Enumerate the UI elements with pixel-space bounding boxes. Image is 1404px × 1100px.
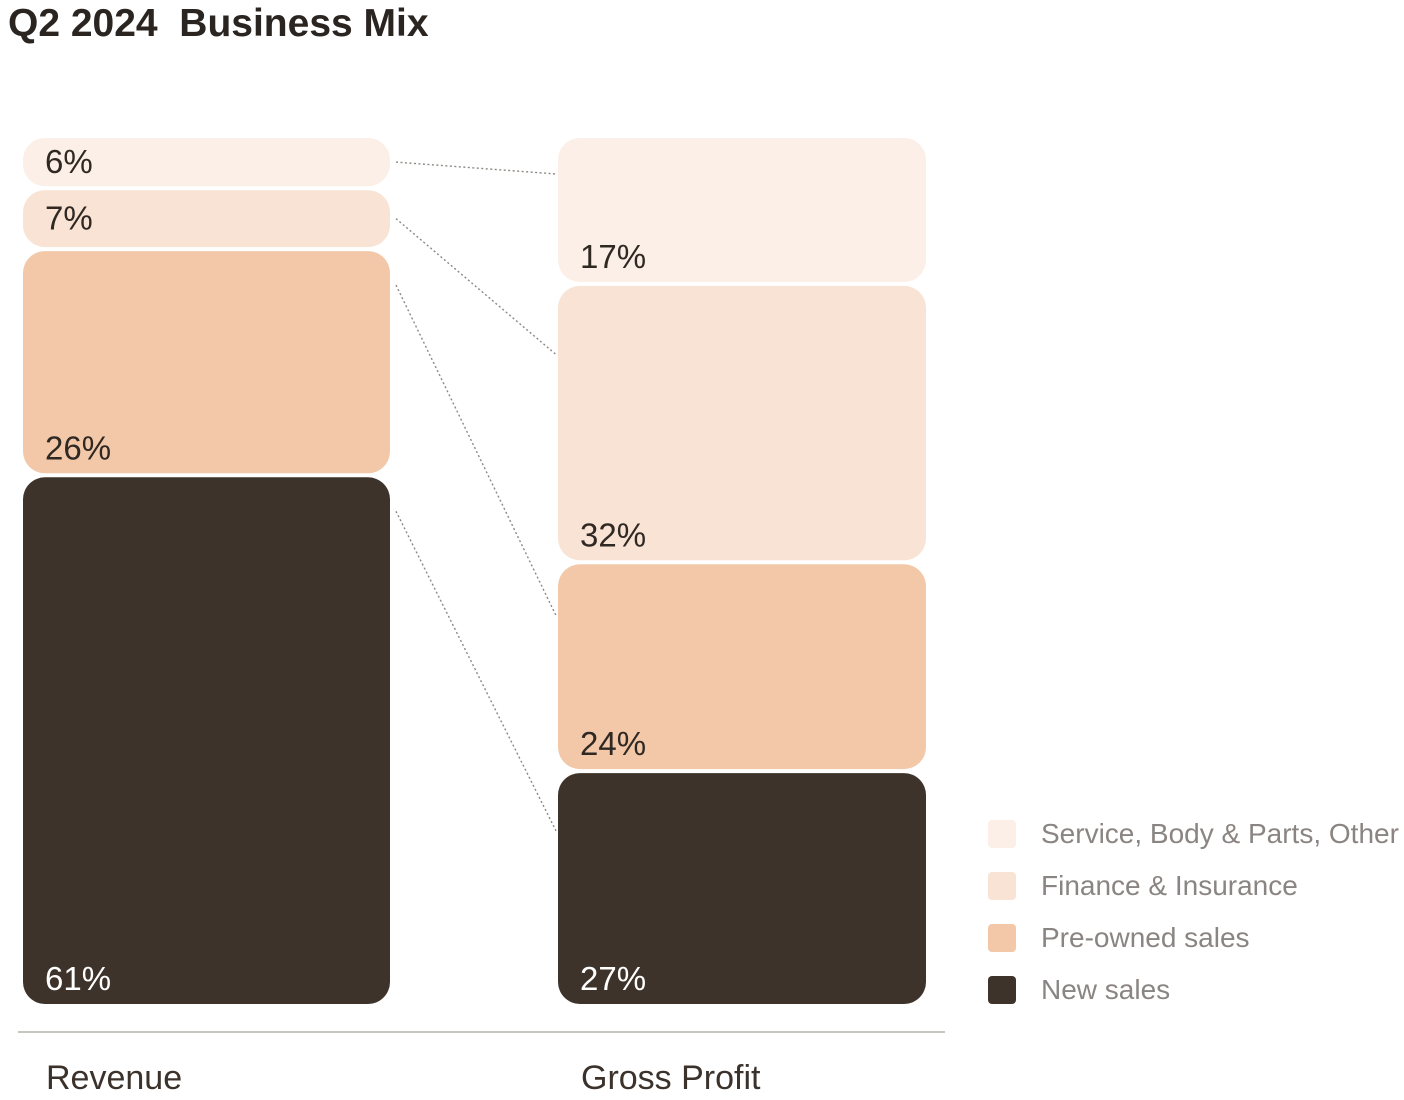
category-labels: Revenue Gross Profit: [46, 1059, 761, 1097]
bar-segment-gross-profit-service-body-parts-other: [558, 138, 926, 282]
data-label-revenue-pre-owned-sales: 26%: [45, 429, 111, 466]
legend-swatch-service: [988, 820, 1016, 848]
data-label-gross-profit-service-body-parts-other: 17%: [580, 238, 646, 275]
legend-label-service: Service, Body & Parts, Other: [1041, 818, 1399, 849]
legend-item-pre-owned: Pre-owned sales: [988, 912, 1399, 964]
category-label-gross-profit: Gross Profit: [581, 1059, 761, 1097]
data-label-revenue-new-sales: 61%: [45, 960, 111, 997]
legend-swatch-new-sales: [988, 976, 1016, 1004]
connector-pre-owned-sales: [395, 284, 557, 616]
legend-swatch-finance: [988, 872, 1016, 900]
legend-item-service: Service, Body & Parts, Other: [988, 808, 1399, 860]
connector-finance-insurance: [395, 218, 557, 356]
legend: Service, Body & Parts, Other Finance & I…: [988, 808, 1399, 1016]
legend-label-new-sales: New sales: [1041, 974, 1171, 1005]
legend-item-finance: Finance & Insurance: [988, 860, 1399, 912]
category-label-revenue: Revenue: [46, 1059, 182, 1097]
legend-swatch-pre-owned: [988, 924, 1016, 952]
bar-segment-gross-profit-finance-insurance: [558, 285, 926, 561]
bar-segment-revenue-new-sales: [23, 477, 390, 1004]
bar-segment-gross-profit-new-sales: [558, 773, 926, 1004]
connector-service-body-parts-other: [395, 161, 557, 175]
bar-segment-revenue-pre-owned-sales: [23, 251, 390, 474]
data-label-gross-profit-new-sales: 27%: [580, 960, 646, 997]
bar-stacks: 61% 26% 7% 6% 27% 24% 32% 17%: [23, 138, 926, 1004]
bar-segment-gross-profit-pre-owned-sales: [558, 564, 926, 770]
legend-item-new-sales: New sales: [988, 964, 1399, 1016]
chart-title: Q2 2024 Business Mix: [8, 2, 429, 45]
data-label-revenue-service-body-parts-other: 6%: [45, 143, 93, 180]
data-label-gross-profit-finance-insurance: 32%: [580, 516, 646, 553]
legend-label-pre-owned: Pre-owned sales: [1041, 922, 1250, 953]
bar-segment-revenue-service-body-parts-other: [23, 138, 390, 187]
data-label-revenue-finance-insurance: 7%: [45, 200, 93, 237]
bar-segment-revenue-finance-insurance: [23, 190, 390, 248]
legend-label-finance: Finance & Insurance: [1041, 870, 1298, 901]
connector-new-sales: [395, 510, 557, 832]
connector-lines: [395, 161, 557, 832]
data-label-gross-profit-pre-owned-sales: 24%: [580, 725, 646, 762]
